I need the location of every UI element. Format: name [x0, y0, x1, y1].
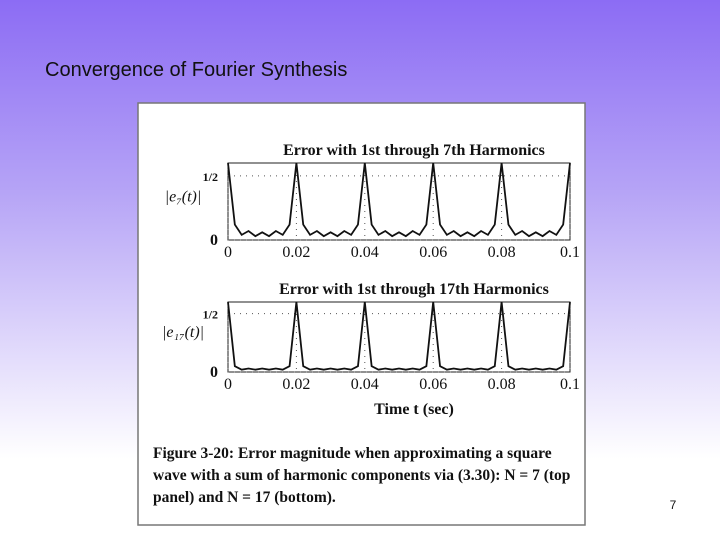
y-tick-label: 0 — [210, 232, 218, 249]
y-axis-label: |e₁₇(t)| — [162, 324, 204, 341]
caption-label: Figure 3-20: — [153, 445, 235, 462]
x-tick-label: 0.06 — [419, 244, 447, 261]
x-tick-label: 0.02 — [282, 376, 310, 393]
x-axis-label: Time t (sec) — [374, 401, 454, 418]
error-line — [227, 162, 571, 238]
x-tick-label: 0.08 — [488, 244, 516, 261]
y-tick-label: 0 — [210, 364, 218, 381]
x-tick-label: 0.04 — [351, 376, 379, 393]
chart-title: Error with 1st through 17th Harmonics — [279, 281, 549, 298]
page-number: 7 — [670, 498, 677, 512]
x-tick-label: 0.08 — [488, 376, 516, 393]
chart-title: Error with 1st through 7th Harmonics — [283, 142, 545, 159]
x-tick-label: 0 — [224, 376, 232, 393]
caption-text: Error magnitude when approximating a squ… — [153, 445, 571, 506]
slide-title: Convergence of Fourier Synthesis — [45, 59, 347, 81]
x-tick-label: 0.02 — [282, 244, 310, 261]
x-tick-label: 0.1 — [560, 376, 580, 393]
y-tick-label: 1/2 — [203, 170, 218, 184]
x-tick-label: 0.06 — [419, 376, 447, 393]
x-tick-label: 0.04 — [351, 244, 379, 261]
x-tick-label: 0.1 — [560, 244, 580, 261]
y-tick-label: 1/2 — [203, 308, 218, 322]
figure-caption: Figure 3-20: Error magnitude when approx… — [153, 443, 573, 509]
y-axis-label: |e₇(t)| — [165, 189, 202, 206]
plot-frame — [227, 301, 571, 373]
plot-frame — [227, 162, 571, 241]
x-tick-label: 0 — [224, 244, 232, 261]
error-line — [227, 301, 571, 371]
